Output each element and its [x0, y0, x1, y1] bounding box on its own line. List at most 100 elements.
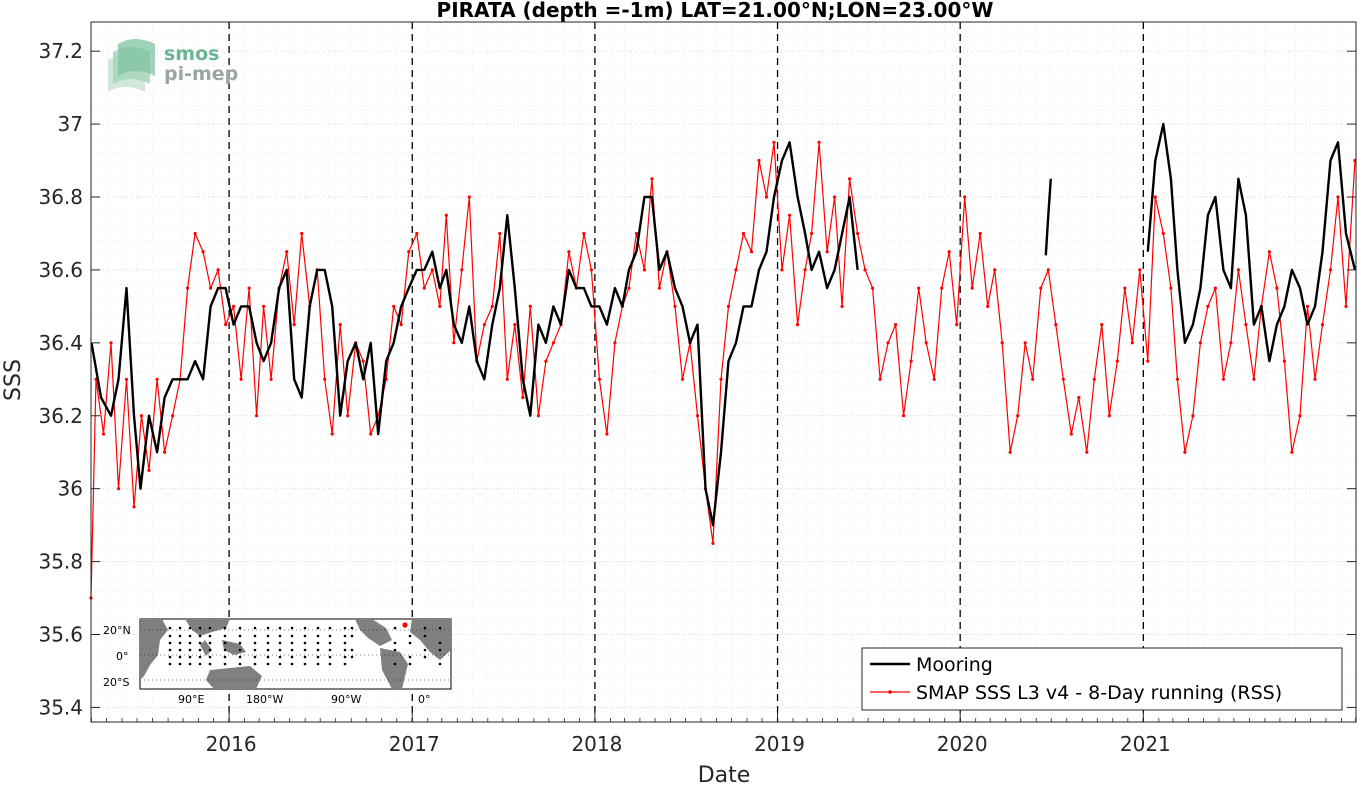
inset-lat-label-0: 0°: [116, 650, 129, 663]
series-point-smap: [139, 414, 144, 418]
inset-mooring-dot: [423, 626, 427, 630]
inset-lon-label-90w: 90°W: [331, 693, 361, 706]
series-point-smap: [1221, 377, 1225, 381]
series-point-smap: [833, 195, 837, 199]
series-point-smap: [209, 286, 213, 290]
inset-mooring-dot: [350, 655, 354, 659]
y-tick-labels: 35.4 35.6 35.8 36 36.2 36.4 36.6 36.8 37 37.2: [38, 39, 83, 719]
inset-mooring-dot: [178, 626, 182, 630]
series-point-smap: [285, 250, 289, 254]
inset-lon-label-0: 0°: [418, 693, 431, 706]
series-point-smap: [124, 377, 129, 381]
series-point-smap: [1100, 323, 1104, 327]
y-tick-label: 37: [58, 112, 83, 136]
inset-mooring-dot: [188, 662, 192, 666]
series-point-smap: [201, 250, 205, 254]
series-point-smap: [848, 177, 852, 181]
series-point-smap: [1320, 323, 1325, 327]
series-point-smap: [1236, 268, 1240, 272]
series-point-smap: [986, 304, 990, 308]
series-point-smap: [1229, 341, 1233, 345]
series-point-smap: [521, 395, 525, 400]
series-point-smap: [734, 268, 738, 272]
inset-mooring-dot: [198, 634, 202, 638]
series-point-smap: [1298, 414, 1302, 418]
inset-mooring-dot: [350, 648, 354, 652]
y-tick-label: 36.6: [38, 258, 83, 282]
series-point-smap: [171, 414, 175, 418]
series-point-smap: [627, 286, 631, 290]
series-point-smap: [657, 286, 662, 290]
series-point-smap: [1092, 377, 1096, 381]
series-point-smap: [726, 304, 731, 308]
inset-mooring-dot: [266, 641, 270, 645]
inset-mooring-dot: [408, 634, 412, 638]
inset-mooring-dot: [316, 641, 320, 645]
inset-mooring-dot: [238, 655, 242, 659]
inset-mooring-dot: [393, 641, 397, 645]
x-tick-label: 2020: [937, 732, 988, 756]
inset-mooring-dot: [290, 655, 294, 659]
series-point-smap: [392, 304, 396, 308]
series-point-smap: [101, 432, 106, 436]
series-point-smap: [924, 341, 928, 345]
series-point-smap: [917, 286, 921, 290]
y-tick-label: 35.4: [38, 695, 83, 719]
y-axis-title: SSS: [1, 359, 26, 401]
series-point-smap: [1008, 450, 1012, 454]
series-point-smap: [772, 140, 776, 144]
series-point-smap: [116, 487, 121, 491]
series-point-smap: [1175, 377, 1179, 381]
series-point-smap: [940, 286, 944, 290]
y-tick-label: 35.6: [38, 623, 83, 647]
inset-mooring-dot: [238, 626, 242, 630]
series-point-smap: [1031, 377, 1035, 381]
series-point-smap: [216, 268, 220, 272]
inset-mooring-dot: [303, 648, 307, 652]
logo-line1: smos: [164, 43, 219, 65]
inset-mooring-dot: [188, 648, 192, 652]
inset-mooring-dot: [438, 626, 442, 630]
inset-mooring-dot: [198, 662, 202, 666]
series-point-smap: [1138, 268, 1142, 272]
series-point-smap: [1123, 286, 1127, 290]
series-point-smap: [780, 268, 784, 272]
inset-mooring-dot: [303, 626, 307, 630]
series-point-smap: [132, 505, 136, 509]
series-point-smap: [840, 304, 844, 308]
inset-mooring-dot: [253, 662, 257, 666]
inset-lat-label-20s: 20°S: [103, 676, 129, 689]
inset-mooring-dot: [316, 648, 320, 652]
y-tick-label: 35.8: [38, 550, 83, 574]
series-point-smap: [902, 414, 906, 418]
series-point-smap: [528, 304, 532, 308]
series-point-smap: [239, 377, 243, 381]
inset-mooring-dot: [238, 662, 242, 666]
inset-mooring-dot: [266, 634, 270, 638]
inset-mooring-dot: [393, 648, 397, 652]
series-point-smap: [346, 414, 350, 418]
series-point-smap: [186, 286, 190, 290]
inset-mooring-dot: [303, 655, 307, 659]
inset-mooring-dot: [343, 662, 347, 666]
series-point-smap: [788, 213, 792, 217]
series-point-smap: [513, 323, 517, 327]
series-point-smap: [444, 213, 448, 217]
series-point-smap: [757, 158, 761, 163]
series-point-smap: [886, 341, 890, 345]
series-point-smap: [963, 195, 967, 199]
series-point-smap: [399, 323, 403, 327]
inset-mooring-dot: [438, 648, 442, 652]
series-point-smap: [970, 286, 974, 290]
inset-mooring-dot: [188, 641, 192, 645]
series-point-smap: [1344, 304, 1348, 308]
series-point-smap: [642, 268, 647, 272]
inset-mooring-dot: [290, 662, 294, 666]
inset-mooring-dot: [188, 634, 192, 638]
inset-mooring-dot: [178, 641, 182, 645]
x-tick-label: 2019: [754, 732, 805, 756]
inset-mooring-dot: [290, 626, 294, 630]
logo-line2: pi-mep: [164, 63, 238, 85]
series-point-smap: [978, 231, 982, 236]
